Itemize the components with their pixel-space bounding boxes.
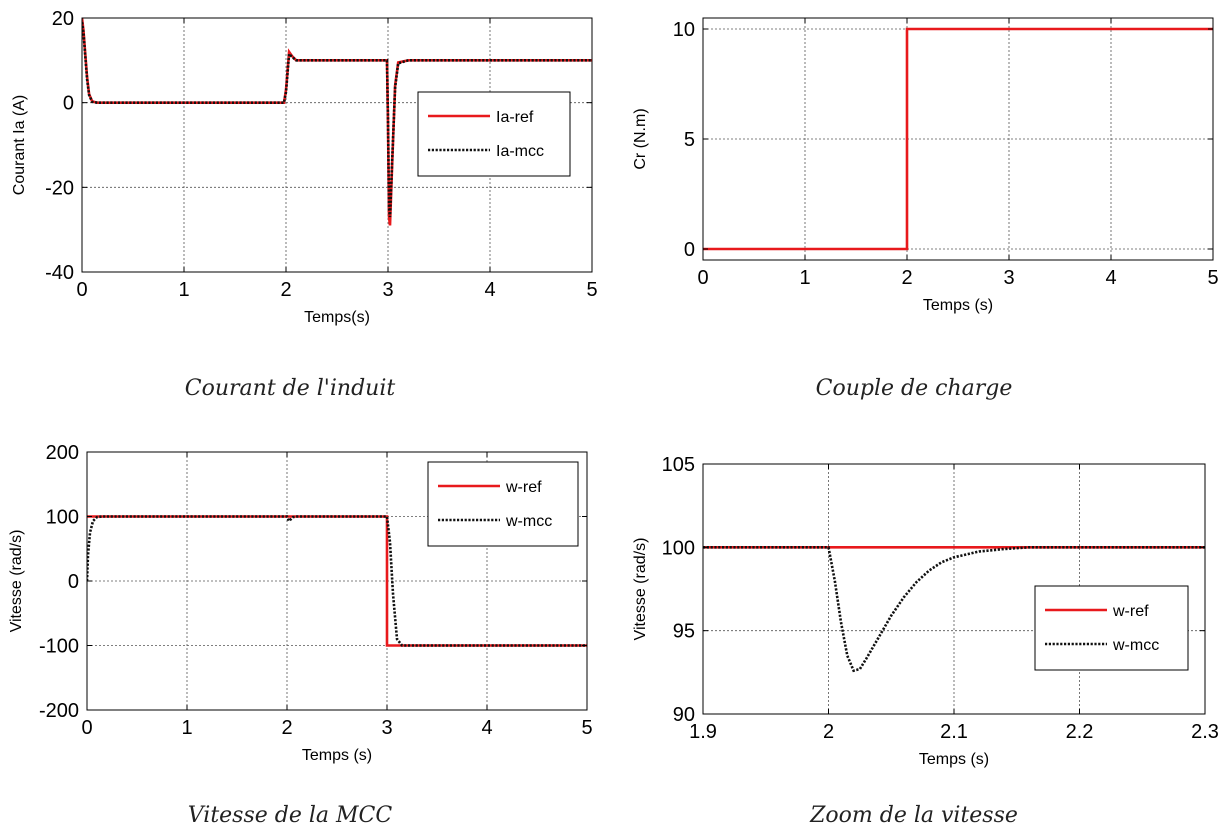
legend-label-1: w-ref xyxy=(505,479,542,496)
y-axis-label: Vitesse (rad/s) xyxy=(8,530,25,633)
x-tick-label: 2 xyxy=(901,267,912,289)
legend-label-2: w-mcc xyxy=(1112,637,1159,654)
y-tick-label: 0 xyxy=(63,93,74,115)
y-tick-label: -20 xyxy=(45,177,74,199)
x-tick-label: 2.2 xyxy=(1066,721,1094,743)
caption-courant: Courant de l'induit xyxy=(184,376,396,401)
legend: w-ref w-mcc xyxy=(1034,585,1189,671)
x-tick-label: 4 xyxy=(1105,267,1116,289)
legend-label-2: w-mcc xyxy=(505,513,552,530)
chart-4: 1.9 2 2.1 2.2 2.3 90 95 100 105 Temps (s) Vitesse … xyxy=(632,454,1219,768)
y-tick-label: -40 xyxy=(45,262,74,284)
legend: w-ref w-mcc xyxy=(427,461,579,547)
chart-3: 0 1 2 3 4 5 -200 -100 0 100 200 Temps (s) Vitesse (r… xyxy=(8,442,593,764)
y-tick-label: -100 xyxy=(39,636,79,658)
x-tick-label: 4 xyxy=(484,279,495,301)
y-tick-label: 0 xyxy=(684,239,695,261)
x-tick-label: 1.9 xyxy=(689,721,717,743)
y-tick-label: 200 xyxy=(46,442,79,464)
legend-label-1: Ia-ref xyxy=(496,109,534,126)
series-line-2 xyxy=(703,546,1205,673)
x-tick-label: 3 xyxy=(382,279,393,301)
y-tick-label: 105 xyxy=(662,454,695,476)
x-tick-label: 1 xyxy=(181,717,192,739)
x-tick-label: 3 xyxy=(381,717,392,739)
chart-1: 0 1 2 3 4 5 -40 -20 0 20 Temps(s) Courant Ia (A) Ia-… xyxy=(11,8,598,326)
x-tick-label: 0 xyxy=(697,267,708,289)
x-axis-label: Temps (s) xyxy=(923,297,993,314)
y-tick-label: 5 xyxy=(684,129,695,151)
legend-box xyxy=(417,91,571,177)
y-axis-label: Cr (N.m) xyxy=(632,108,649,169)
y-tick-label: 0 xyxy=(68,571,79,593)
y-tick-label: 100 xyxy=(46,507,79,529)
series-line-1 xyxy=(703,27,1213,251)
y-tick-label: 95 xyxy=(673,621,695,643)
caption-vitesse: Vitesse de la MCC xyxy=(187,803,393,828)
legend-label-1: w-ref xyxy=(1112,603,1149,620)
x-tick-label: 4 xyxy=(481,717,492,739)
x-tick-label: 0 xyxy=(76,279,87,301)
legend: Ia-ref Ia-mcc xyxy=(417,91,571,177)
x-tick-label: 5 xyxy=(1207,267,1218,289)
x-tick-label: 0 xyxy=(81,717,92,739)
x-tick-label: 3 xyxy=(1003,267,1014,289)
y-tick-label: 20 xyxy=(52,8,74,30)
x-axis-label: Temps (s) xyxy=(919,751,989,768)
y-axis-label: Courant Ia (A) xyxy=(11,95,28,195)
x-axis-label: Temps(s) xyxy=(304,309,370,326)
x-tick-label: 1 xyxy=(178,279,189,301)
caption-zoom: Zoom de la vitesse xyxy=(810,803,1018,828)
y-tick-label: 100 xyxy=(662,537,695,559)
series-line-2 xyxy=(87,515,587,647)
x-tick-label: 2.1 xyxy=(940,721,968,743)
x-tick-label: 5 xyxy=(581,717,592,739)
x-tick-label: 2.3 xyxy=(1191,721,1219,743)
y-axis-label: Vitesse (rad/s) xyxy=(632,538,649,641)
y-tick-label: 90 xyxy=(673,704,695,726)
y-tick-label: 10 xyxy=(673,19,695,41)
x-tick-label: 2 xyxy=(281,717,292,739)
x-tick-label: 5 xyxy=(586,279,597,301)
legend-box xyxy=(427,461,579,547)
x-tick-label: 1 xyxy=(799,267,810,289)
x-axis-label: Temps (s) xyxy=(302,747,372,764)
chart-2: 0 1 2 3 4 5 0 5 10 Temps (s) Cr (N.m) xyxy=(632,17,1219,314)
legend-box xyxy=(1034,585,1189,671)
x-tick-label: 2 xyxy=(823,721,834,743)
x-tick-label: 2 xyxy=(280,279,291,301)
legend-label-2: Ia-mcc xyxy=(496,143,544,160)
axes-box xyxy=(81,17,593,273)
series-line-2 xyxy=(82,22,592,218)
caption-couple: Couple de charge xyxy=(815,376,1013,401)
y-tick-label: -200 xyxy=(39,700,79,722)
